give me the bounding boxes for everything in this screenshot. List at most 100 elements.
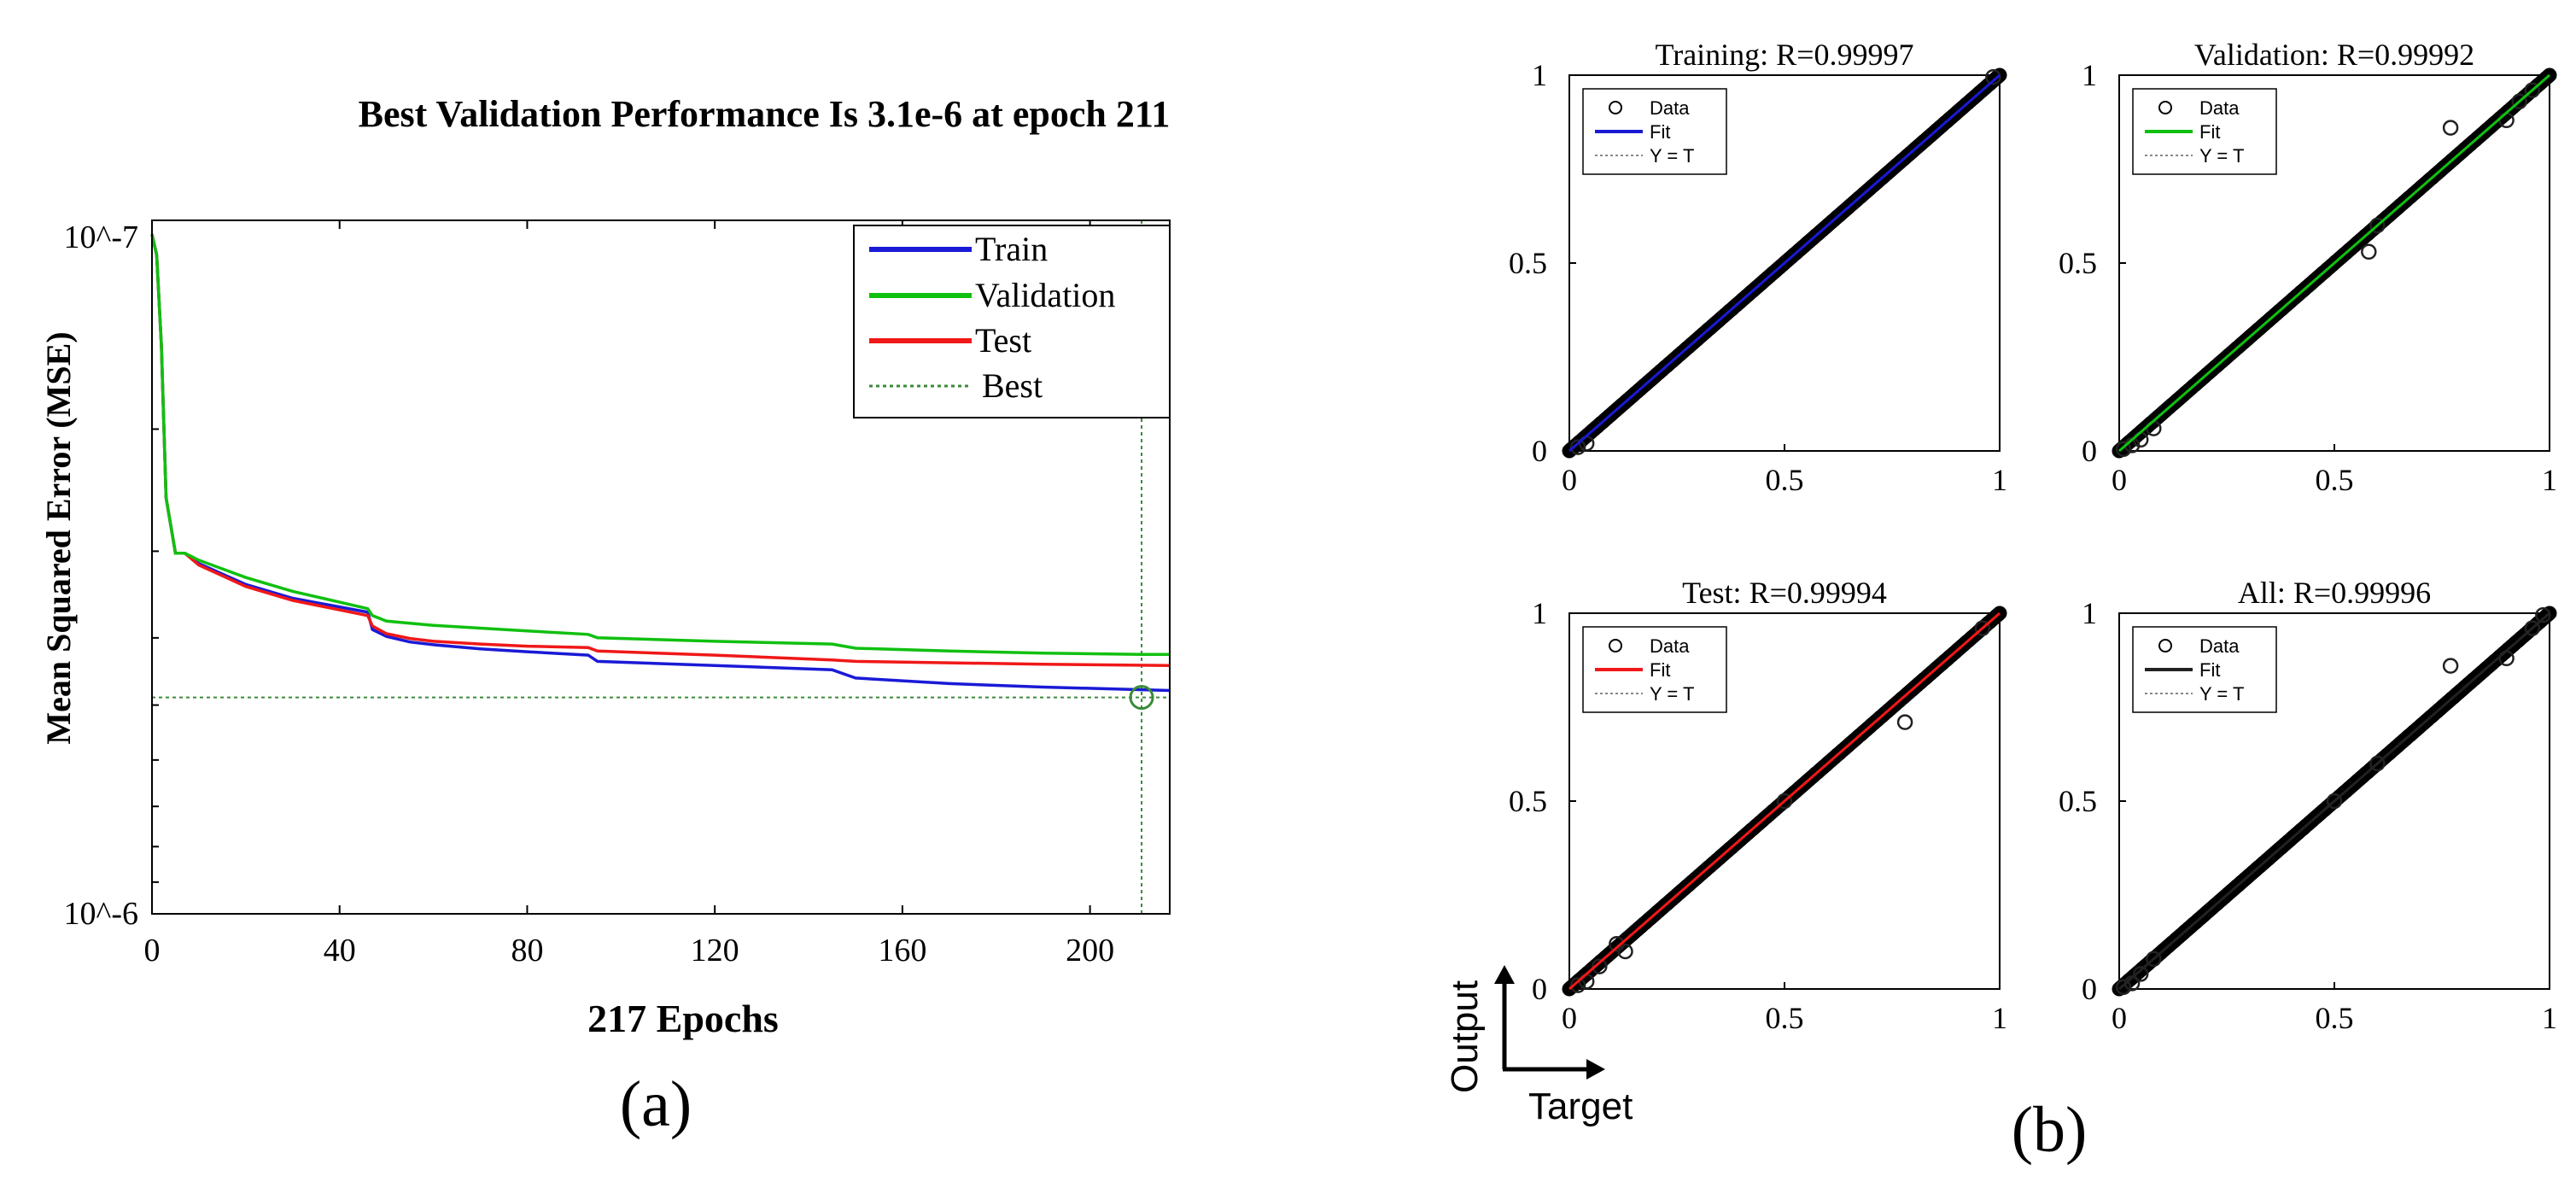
data-point-outlier [2369, 217, 2386, 234]
legend-fit-label: Fit [2199, 121, 2220, 143]
regression-ytick-label: 0 [1532, 434, 1547, 468]
legend-identity-label: Y = T [1650, 145, 1694, 167]
regression-ytick-label: 0 [2082, 434, 2097, 468]
regression-xtick-label: 1 [2542, 1001, 2557, 1035]
data-point [2542, 67, 2557, 83]
orientation-indicator: Output Target [1444, 965, 1633, 1127]
legend-identity-label: Y = T [2199, 683, 2244, 705]
performance-ytick-bottom: 10^-6 [64, 896, 139, 932]
output-label: Output [1444, 980, 1486, 1093]
data-point-outlier [2442, 120, 2459, 136]
data-points [2112, 67, 2557, 459]
data-point-outlier [2115, 441, 2132, 458]
regression-xtick-label: 0.5 [1766, 1001, 1804, 1035]
performance-xtick-marks [151, 220, 1091, 914]
fit-line [1568, 73, 2001, 453]
data-point-outlier [1985, 68, 2001, 85]
data-point-outlier [2115, 979, 2132, 996]
series-line-validation [150, 233, 1170, 657]
regression-xtick-label: 1 [2542, 463, 2557, 497]
performance-xtick-label: 120 [691, 933, 739, 968]
fit-line [2118, 73, 2550, 453]
data-point-outlier [2524, 82, 2541, 98]
regression-xtick-label: 0 [2112, 1001, 2127, 1035]
performance-xtick-label: 80 [511, 933, 543, 968]
legend-fit-label: Fit [1650, 121, 1670, 143]
performance-xlabel: 217 Epochs [587, 997, 779, 1040]
regression-plot-validation: Validation: R=0.99992 00 0.5 0.5 1 1 DataFitY … [2059, 38, 2557, 497]
regression-ytick-label: 1 [1532, 596, 1547, 630]
target-arrow-head [1586, 1059, 1605, 1080]
legend-data-label: Data [2199, 635, 2240, 657]
regression-ytick-label: 1 [2082, 596, 2097, 630]
regression-xtick-label: 1 [1992, 1001, 2007, 1035]
regression-title: Training: R=0.99997 [1655, 38, 1913, 72]
data-point-outlier [1896, 714, 1913, 730]
performance-xtick-label: 160 [878, 933, 926, 968]
data-point-outlier [2524, 620, 2541, 636]
fit-line [1568, 611, 2001, 991]
performance-ylabel: Mean Squared Error (MSE) [39, 331, 78, 744]
legend-best-label: Best [982, 366, 1043, 405]
data-point-outlier [1776, 793, 1793, 810]
regression-xtick-label: 0.5 [2316, 1001, 2354, 1035]
data-point-outlier [2511, 93, 2527, 110]
data-point-outlier [1569, 439, 1586, 455]
data-point-outlier [1609, 935, 1625, 952]
regression-xtick-label: 0 [1562, 463, 1577, 497]
legend-validation-label: Validation [975, 276, 1115, 314]
regression-legend-box [2132, 626, 2277, 713]
data-point-outlier [2361, 243, 2377, 260]
data-point [1992, 606, 2007, 621]
legend-data-label: Data [2199, 97, 2240, 119]
regression-title: All: R=0.99996 [2238, 576, 2431, 610]
data-point-outlier [2369, 755, 2386, 772]
regression-ytick-label: 0 [2082, 972, 2097, 1006]
output-arrow-head [1494, 965, 1515, 984]
performance-xtick-label: 40 [324, 933, 356, 968]
legend-identity-label: Y = T [2199, 145, 2244, 167]
best-point-circle [1129, 685, 1154, 711]
regression-xtick-label: 0.5 [2316, 463, 2354, 497]
regression-title: Test: R=0.99994 [1682, 576, 1887, 610]
legend-data-marker [2158, 101, 2172, 114]
legend-data-label: Data [1650, 635, 1690, 657]
panel-label-b: (b) [2012, 1094, 2088, 1166]
performance-xtick-label: 0 [144, 933, 161, 968]
performance-xtick-labels: 0 40 80 120 160 200 [144, 933, 1115, 968]
legend-test-label: Test [975, 321, 1031, 360]
legend-data-marker [2158, 639, 2172, 652]
data-point-outlier [1592, 958, 1608, 974]
data-points [1562, 67, 2007, 459]
regression-ytick-label: 0.5 [2059, 784, 2097, 818]
legend-data-label: Data [1650, 97, 1690, 119]
panel-label-a: (a) [620, 1068, 692, 1140]
legend-data-marker [1609, 639, 1622, 652]
legend-fit-label: Fit [2199, 659, 2220, 681]
data-point-outlier [2326, 793, 2343, 810]
fit-line [2118, 611, 2550, 991]
target-label: Target [1528, 1085, 1633, 1127]
regression-ytick-label: 0.5 [1509, 246, 1547, 280]
data-points [1562, 606, 2007, 997]
data-point-outlier [1569, 977, 1586, 993]
regression-xtick-label: 1 [1992, 463, 2007, 497]
data-point-outlier [2442, 658, 2459, 674]
performance-ytick-top: 10^-7 [64, 219, 139, 255]
data-point-outlier [1974, 620, 1991, 636]
data-point-outlier [2132, 966, 2149, 982]
performance-title: Best Validation Performance Is 3.1e-6 at… [359, 93, 1171, 135]
regression-xtick-label: 0 [1562, 1001, 1577, 1035]
legend-identity-label: Y = T [1650, 683, 1694, 705]
regression-xtick-label: 0 [2112, 463, 2127, 497]
performance-chart: Best Validation Performance Is 3.1e-6 at… [39, 93, 1171, 1140]
performance-axes-box [151, 219, 1171, 915]
regression-ytick-label: 1 [1532, 58, 1547, 92]
